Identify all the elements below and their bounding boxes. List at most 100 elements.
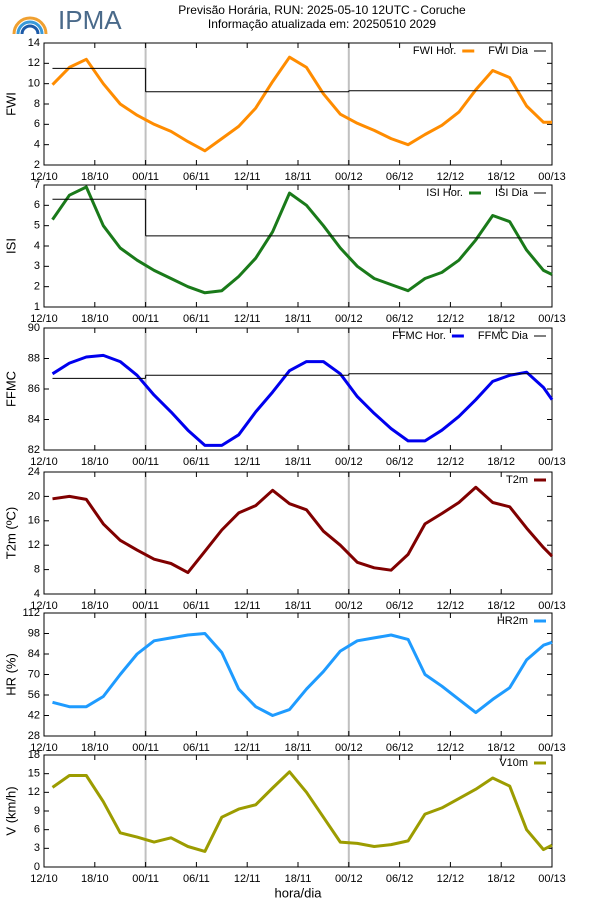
x-tick-label: 18/12 [487,873,515,885]
y-tick-label: 98 [28,627,40,639]
x-tick-label: 06/11 [183,873,210,885]
logo-text: IPMA [58,5,122,35]
legend-label: V10m [499,757,528,769]
x-tick-label: 12/10 [30,456,58,468]
y-axis-label: FFMC [3,371,18,407]
x-tick-label: 00/13 [538,742,566,754]
x-tick-label: 12/12 [437,456,465,468]
legend-label: HR2m [497,615,528,627]
legend-label: FWI Dia [488,45,529,57]
y-tick-label: 10 [28,78,40,90]
y-tick-label: 4 [34,240,40,252]
plot-frame [43,471,553,595]
legend-label: ISI Dia [495,187,529,199]
x-tick-label: 06/12 [386,873,414,885]
x-tick-label: 18/10 [81,742,109,754]
y-tick-label: 20 [28,490,40,502]
logo-arc [12,16,48,35]
y-tick-label: 82 [28,444,40,456]
plot-frame [43,327,553,451]
y-axis-label: T2m (ºC) [3,507,18,559]
legend-label: FFMC Dia [478,330,529,342]
x-tick-label: 12/10 [30,313,58,325]
x-tick-label: 18/12 [487,171,515,183]
x-tick-label: 00/12 [335,456,363,468]
logo-arc [20,24,40,35]
x-tick-label: 12/11 [234,456,261,468]
x-tick-label: 06/11 [183,742,210,754]
x-tick-label: 12/12 [437,873,465,885]
y-tick-label: 8 [34,98,40,110]
x-tick-label: 00/12 [335,742,363,754]
x-tick-label: 06/11 [183,171,210,183]
y-tick-label: 8 [34,564,40,576]
x-tick-label: 00/12 [335,873,363,885]
x-tick-label: 00/11 [132,873,159,885]
x-tick-label: 00/11 [132,600,159,612]
plot-frame [43,754,553,868]
x-tick-label: 18/11 [285,171,312,183]
y-tick-label: 84 [28,648,40,660]
x-tick-label: 00/13 [538,600,566,612]
x-tick-label: 12/12 [437,313,465,325]
y-tick-label: 112 [22,607,40,619]
x-tick-label: 00/11 [132,456,159,468]
x-tick-label: 12/11 [234,742,261,754]
x-tick-label: 12/10 [30,171,58,183]
x-tick-label: 18/11 [285,313,312,325]
series-line [52,485,554,575]
x-tick-label: 06/12 [386,742,414,754]
y-tick-label: 9 [34,805,40,817]
x-tick-label: 12/11 [234,873,261,885]
y-axis-label: FWI [3,92,18,116]
y-tick-label: 6 [34,118,40,130]
x-tick-label: 06/12 [386,313,414,325]
x-tick-label: 12/10 [30,742,58,754]
x-tick-label: 18/10 [81,456,109,468]
legend-label: ISI Hor. [426,187,463,199]
x-tick-label: 18/11 [285,456,312,468]
x-tick-label: 12/11 [234,600,261,612]
x-tick-label: 06/12 [386,171,414,183]
x-tick-label: 00/12 [335,600,363,612]
y-tick-label: 2 [34,281,40,293]
legend-label: FWI Hor. [413,45,456,57]
x-tick-label: 06/12 [386,600,414,612]
x-tick-label: 18/10 [81,873,109,885]
x-tick-label: 12/10 [30,600,58,612]
y-tick-label: 86 [28,383,40,395]
x-tick-label: 12/12 [437,742,465,754]
x-tick-label: 18/12 [487,456,515,468]
x-tick-label: 12/12 [437,171,465,183]
y-tick-label: 12 [28,57,40,69]
y-tick-label: 18 [28,749,40,761]
y-tick-label: 7 [34,179,40,191]
y-tick-label: 3 [34,842,40,854]
y-tick-label: 3 [34,260,40,272]
x-tick-label: 06/11 [183,456,210,468]
x-tick-label: 18/10 [81,600,109,612]
x-tick-label: 12/11 [234,171,261,183]
title-line: Informação atualizada em: 20250510 2029 [208,17,436,31]
x-tick-label: 00/12 [335,313,363,325]
y-tick-label: 2 [34,159,40,171]
x-tick-label: 06/12 [386,456,414,468]
y-tick-label: 5 [34,220,40,232]
title-line: Previsão Horária, RUN: 2025-05-10 12UTC … [178,3,466,17]
x-tick-label: 00/11 [132,313,159,325]
y-tick-label: 12 [28,786,40,798]
series-line [51,55,552,153]
x-tick-label: 00/11 [132,742,159,754]
y-axis-label: V (km/h) [3,786,18,835]
x-tick-label: 06/11 [183,313,210,325]
x-tick-label: 12/10 [30,873,58,885]
y-tick-label: 0 [34,861,40,873]
series-line [51,770,553,853]
y-axis-label: ISI [3,238,18,254]
x-tick-label: 18/11 [285,742,312,754]
y-axis-label: HR (%) [3,653,18,696]
y-tick-label: 42 [28,709,40,721]
y-tick-label: 88 [28,352,40,364]
x-tick-label: 18/12 [487,313,515,325]
